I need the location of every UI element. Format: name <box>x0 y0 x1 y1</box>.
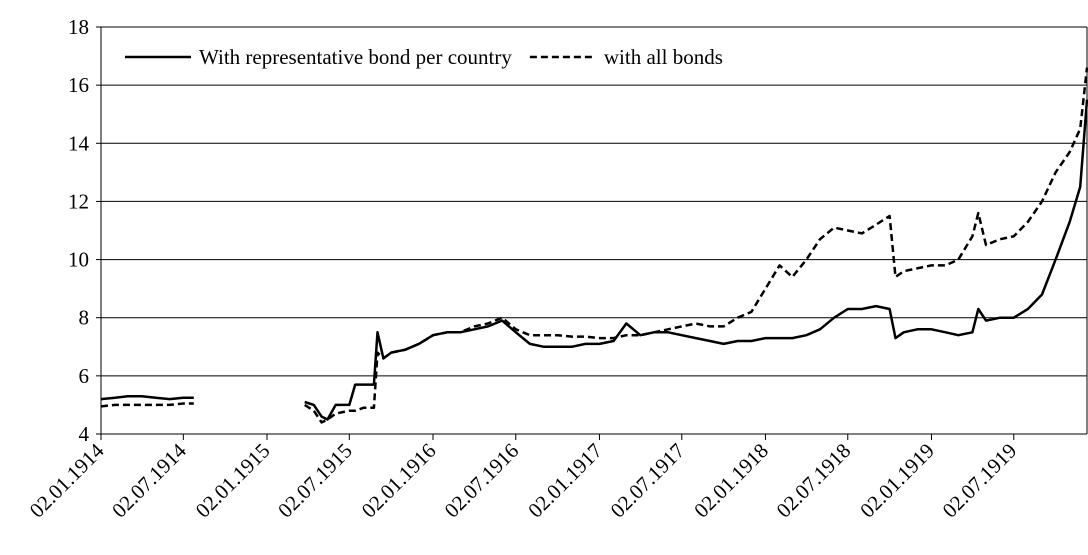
x-tick-label: 02.07.1915 <box>273 439 357 523</box>
y-tick-label: 8 <box>79 306 90 330</box>
x-tick-label: 02.01.1919 <box>855 439 939 523</box>
y-tick-label: 16 <box>68 73 89 97</box>
x-tick-label: 02.07.1917 <box>606 439 690 523</box>
y-tick-label: 4 <box>79 422 90 446</box>
series-line <box>100 67 1088 424</box>
x-tick-label: 02.01.1915 <box>191 439 275 523</box>
x-tick-label: 02.07.1919 <box>938 439 1022 523</box>
y-tick-label: 6 <box>79 364 90 388</box>
y-tick-label: 14 <box>68 131 90 155</box>
x-tick-label: 02.01.1914 <box>25 438 109 522</box>
series-line <box>100 99 1088 421</box>
y-tick-label: 10 <box>68 248 89 272</box>
y-tick-label: 12 <box>68 189 89 213</box>
x-tick-label: 02.07.1914 <box>107 438 191 522</box>
y-tick-label: 18 <box>68 15 89 39</box>
legend-label: with all bonds <box>604 45 723 69</box>
legend-label: With representative bond per country <box>199 45 512 69</box>
x-tick-label: 02.01.1917 <box>523 439 607 523</box>
x-tick-label: 02.07.1916 <box>440 439 524 523</box>
x-tick-label: 02.01.1918 <box>689 439 773 523</box>
x-tick-label: 02.07.1918 <box>772 439 856 523</box>
x-tick-label: 02.01.1916 <box>357 439 441 523</box>
